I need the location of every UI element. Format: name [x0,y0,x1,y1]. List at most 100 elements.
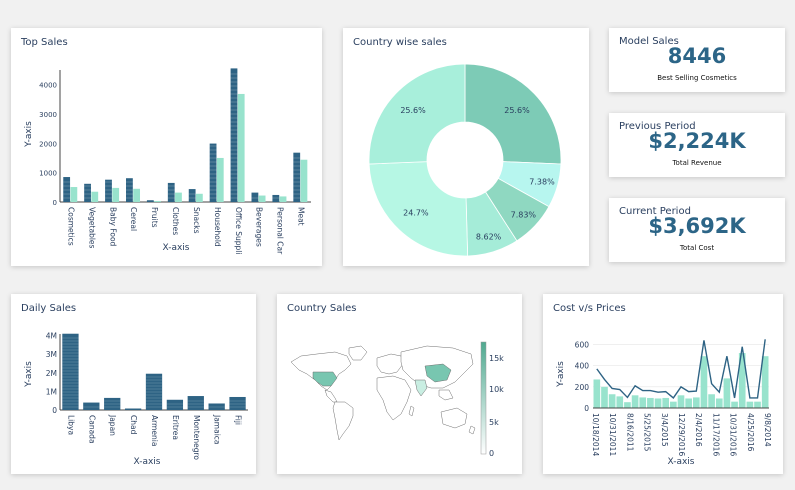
x-tick-label: Meat [297,207,306,226]
x-tick-label: 9/8/2014 [763,413,772,447]
bar-series2 [300,159,308,202]
donut-slice [464,63,562,165]
kpi-value: $3,692K [648,214,746,238]
bar [685,398,692,408]
x-tick-label: Fruits [150,207,159,228]
bar [639,397,647,408]
model-sales-card: Model Sales 8446 Best Selling Cosmetics [609,28,785,92]
x-tick-label: Household [213,207,222,247]
y-tick-label: 3M [46,350,57,359]
bar [631,395,639,408]
x-tick-label: Cosmetics [66,207,75,246]
country-sales-card: Country Sales [277,294,522,474]
cost-vs-prices-card: Cost v/s Prices 0 200 400 600 10/18/2014 10/3… [543,294,783,474]
bar [746,401,754,408]
bar [229,396,246,410]
bar [647,397,654,408]
slice-label: 8.62% [476,232,502,241]
colorbar-scale [480,341,487,455]
country-wise-sales-card: Country wise sales 25.6% 7.38% 7.83% 8.62% 2… [343,28,589,266]
bar-series1 [209,143,217,202]
bar [754,401,761,408]
daily-sales-card: Daily Sales 0 1M 2M 3M 4M Libya Canada Japan Cha… [11,294,256,474]
colorbar-tick: 0 [489,449,494,458]
top-sales-card: Top Sales 0 1000 2000 3000 4000 Cosmetics Vege… [11,28,322,266]
cost-vs-prices-chart[interactable]: 0 200 400 600 10/18/2014 10/31/2011 8/16/2011 5… [543,294,783,474]
colorbar-tick: 15k [489,354,504,363]
bar-series2 [133,188,141,202]
bar [692,397,700,408]
x-tick-label: Jamaica [213,414,222,445]
slice-label: 7.38% [529,178,555,187]
x-tick-label: Japan [108,414,117,436]
x-tick-label: 3/4/2015 [660,413,669,447]
bar [715,398,723,408]
china-shape [424,363,452,383]
bar [731,401,738,408]
donut-slice [368,161,469,257]
bar-series2 [279,196,287,202]
bar-series1 [105,179,112,202]
x-tick-label: Chad [129,415,138,435]
x-tick-label: Canada [87,415,96,444]
x-tick-label: Beverages [255,207,264,247]
y-tick-label: 0 [53,199,57,207]
bar [593,379,601,408]
south-america-shape [332,401,354,441]
y-axis-title: Y-axis [556,361,566,388]
y-tick-label: 3000 [39,111,57,119]
bar-series2 [258,195,266,202]
x-axis-title: X-axis [163,243,190,253]
x-tick-label: 5/25/2015 [643,413,652,452]
bar-series2 [91,191,99,202]
country-sales-map[interactable]: 15k 10k 5k 0 [277,294,522,474]
bar [208,403,225,410]
bar [723,378,731,408]
bar [670,401,677,408]
y-tick-label: 1M [46,387,57,396]
bar-series1 [293,152,301,202]
kpi-subtitle: Best Selling Cosmetics [657,74,737,82]
country-wise-donut-chart[interactable]: 25.6% 7.38% 7.83% 8.62% 24.7% 25.6% [343,28,589,266]
x-tick-label: 10/31/2011 [608,413,617,456]
card-title: Daily Sales [21,303,77,314]
bar-series2 [216,157,224,202]
bar-series2 [195,193,203,202]
kpi-title: Current Period [619,206,691,217]
colorbar-tick: 5k [489,418,499,427]
card-title: Country Sales [287,303,357,314]
card-title: Country wise sales [353,37,447,48]
x-tick-label: 12/29/2016 [677,413,686,456]
card-title: Cost v/s Prices [553,303,626,314]
price-line [596,339,766,399]
previous-period-card: Previous Period $2,224K Total Revenue [609,113,785,177]
top-sales-chart[interactable]: 0 1000 2000 3000 4000 Cosmetics Vegetables Baby… [11,28,322,266]
bar-series2 [112,187,120,202]
y-axis-title: Y-axis [24,361,34,388]
bar-series2 [154,200,161,202]
bar-series1 [251,192,259,202]
madagascar-shape [408,405,415,417]
x-tick-label: 8/16/2011 [625,413,634,452]
bar [738,353,746,408]
bar [677,395,685,408]
bar [62,333,79,410]
y-tick-label: 200 [575,383,590,392]
y-tick-label: 2000 [39,140,57,148]
x-tick-label: Armenia [150,415,159,446]
kpi-value: $2,224K [648,129,746,153]
north-america-shape [290,351,352,391]
colorbar-tick: 10k [489,385,504,394]
usa-shape [312,371,338,387]
y-tick-label: 600 [575,341,590,350]
bar [708,394,715,408]
bar [83,402,100,410]
current-period-card: Current Period $3,692K Total Cost [609,198,785,262]
x-tick-label: Personal Car [276,207,285,255]
bar [761,356,769,408]
x-tick-label: 2/4/2016 [694,413,703,447]
daily-sales-chart[interactable]: 0 1M 2M 3M 4M Libya Canada Japan Chad Armenia Erit… [11,294,256,474]
kpi-title: Model Sales [619,36,679,47]
y-tick-label: 4M [46,332,57,341]
x-tick-label: 4/25/2016 [746,413,755,452]
